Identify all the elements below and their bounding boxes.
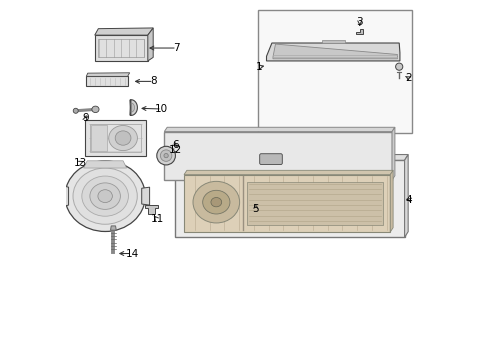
Text: 4: 4 (406, 195, 413, 205)
Polygon shape (322, 40, 345, 43)
Text: 10: 10 (155, 104, 169, 114)
Ellipse shape (90, 183, 121, 210)
Text: 1: 1 (256, 62, 263, 72)
Ellipse shape (73, 108, 78, 113)
Polygon shape (131, 103, 135, 112)
Text: 13: 13 (74, 158, 87, 168)
Polygon shape (91, 126, 107, 150)
Ellipse shape (211, 198, 221, 207)
Ellipse shape (109, 126, 137, 150)
Polygon shape (86, 76, 127, 86)
Polygon shape (146, 205, 158, 214)
FancyBboxPatch shape (260, 154, 282, 165)
Text: 11: 11 (150, 215, 164, 224)
Ellipse shape (203, 190, 230, 214)
Polygon shape (111, 226, 116, 230)
Ellipse shape (115, 131, 131, 145)
Polygon shape (86, 73, 130, 76)
Polygon shape (130, 100, 137, 116)
Polygon shape (61, 185, 69, 207)
Polygon shape (184, 170, 393, 175)
Ellipse shape (160, 150, 172, 161)
Polygon shape (85, 120, 146, 156)
FancyBboxPatch shape (258, 10, 412, 134)
Ellipse shape (73, 168, 137, 224)
Ellipse shape (395, 63, 403, 70)
Polygon shape (175, 154, 408, 160)
Polygon shape (392, 127, 395, 180)
Ellipse shape (92, 106, 99, 113)
Ellipse shape (193, 181, 240, 223)
Text: 8: 8 (150, 76, 157, 86)
Ellipse shape (98, 190, 112, 203)
Text: 12: 12 (169, 145, 182, 155)
Polygon shape (142, 187, 149, 205)
Polygon shape (95, 28, 153, 35)
Polygon shape (164, 127, 395, 132)
Text: 2: 2 (405, 73, 412, 83)
Polygon shape (148, 28, 153, 61)
Ellipse shape (82, 176, 128, 216)
Polygon shape (356, 29, 363, 35)
Polygon shape (247, 182, 383, 225)
Ellipse shape (157, 146, 175, 165)
Polygon shape (164, 132, 392, 180)
Text: 5: 5 (252, 204, 259, 214)
Polygon shape (95, 35, 148, 61)
Polygon shape (267, 43, 400, 61)
Polygon shape (84, 161, 126, 168)
Ellipse shape (164, 153, 168, 158)
Polygon shape (175, 160, 405, 237)
Text: 14: 14 (125, 248, 139, 258)
Text: 7: 7 (173, 43, 180, 53)
Text: 3: 3 (356, 17, 363, 27)
Text: 9: 9 (82, 113, 89, 123)
Polygon shape (405, 154, 408, 237)
Polygon shape (184, 175, 390, 232)
Ellipse shape (65, 161, 146, 231)
Polygon shape (273, 44, 397, 59)
Polygon shape (390, 170, 393, 232)
Text: 6: 6 (172, 140, 178, 150)
